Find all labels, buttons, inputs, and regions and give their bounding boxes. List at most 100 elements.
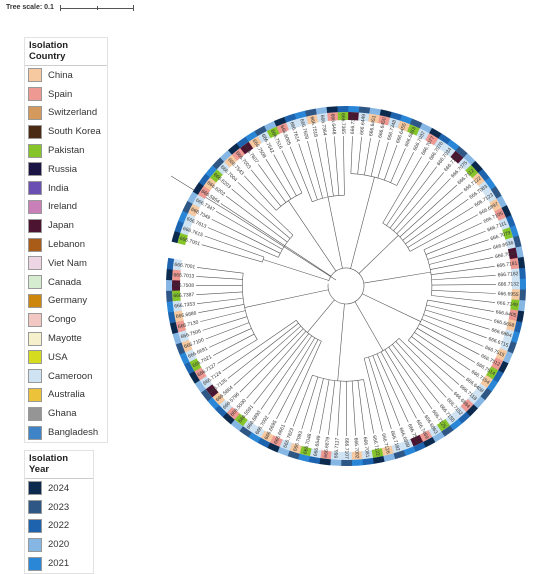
legend-label: Cameroon — [48, 371, 92, 382]
tip-branch — [432, 290, 496, 293]
legend-swatch — [28, 181, 42, 195]
tip-label: 666.7132 — [498, 281, 519, 287]
tip-branch — [417, 328, 475, 362]
legend-swatch — [28, 87, 42, 101]
legend-label: Lebanon — [48, 239, 85, 250]
tip-branch — [328, 381, 334, 435]
tip-branch — [212, 219, 281, 253]
legend-swatch — [28, 557, 42, 571]
legend-item: 2024 — [25, 479, 93, 498]
tip-branch — [221, 203, 285, 245]
legend-swatch — [28, 332, 42, 346]
tip-branch — [209, 328, 251, 347]
tip-branch — [238, 182, 293, 235]
legend-label: Switzerland — [48, 107, 97, 118]
year-ring-segment — [327, 106, 339, 113]
year-ring-segment — [519, 289, 526, 300]
legend-item: Spain — [25, 85, 107, 104]
legend-swatch — [28, 350, 42, 364]
legend-item: USA — [25, 348, 107, 367]
internal-branch — [362, 294, 420, 322]
legend-label: India — [48, 183, 69, 194]
legend-label: Ghana — [48, 408, 77, 419]
legend-label: Japan — [48, 220, 74, 231]
tip-label: 666.7353 — [174, 301, 196, 309]
legend-label: 2021 — [48, 558, 69, 569]
tip-branch — [396, 341, 446, 397]
legend-item: Ghana — [25, 404, 107, 423]
legend-item: China — [25, 66, 107, 85]
tip-branch — [424, 315, 487, 338]
tip-branch — [425, 310, 489, 329]
year-ring-segment — [348, 106, 359, 112]
tip-branch — [429, 248, 491, 264]
tip-branch — [364, 138, 370, 175]
internal-branch — [359, 235, 398, 273]
tip-label: 666.6955 — [498, 291, 519, 298]
legend-swatch — [28, 407, 42, 421]
legend-swatch — [28, 144, 42, 158]
internal-branch — [355, 302, 383, 351]
legend-label: Mayotte — [48, 333, 82, 344]
legend-swatch — [28, 200, 42, 214]
legend-item: 2020 — [25, 535, 93, 554]
tip-branch — [351, 136, 353, 173]
tip-branch — [369, 357, 392, 429]
tip-branch — [385, 350, 424, 414]
tip-branch — [302, 377, 318, 429]
tip-labels: 666.7001666.7615666.7613666.7349666.7347… — [173, 113, 519, 459]
tip-label: 666.7149 — [497, 300, 519, 308]
legend-label: South Korea — [48, 126, 101, 137]
legend-swatch — [28, 275, 42, 289]
legend-swatch — [28, 538, 42, 552]
year-ring-segment — [166, 290, 173, 301]
legend-swatch — [28, 162, 42, 176]
tip-branch — [196, 292, 242, 295]
internal-branch — [338, 304, 345, 381]
legend-item: South Korea — [25, 122, 107, 141]
tip-label: 666.7508 — [173, 283, 194, 289]
tip-branch — [426, 305, 492, 320]
tip-branch — [240, 329, 303, 392]
legend-swatch — [28, 519, 42, 533]
long-branch — [236, 216, 336, 280]
legend-label: China — [48, 70, 73, 81]
legend-item: Canada — [25, 273, 107, 292]
tip-branch — [319, 380, 329, 434]
root-arc — [328, 268, 364, 304]
legend-swatch — [28, 426, 42, 440]
tip-branch — [343, 136, 344, 195]
legend-item: Cameroon — [25, 367, 107, 386]
tip-branch — [391, 148, 406, 182]
internal-branch — [245, 290, 329, 308]
legend-swatch — [28, 125, 42, 139]
internal-branch — [364, 272, 431, 283]
tip-branch — [399, 338, 453, 391]
tip-branch — [432, 284, 496, 285]
legend-label: 2022 — [48, 520, 69, 531]
legend-label: 2024 — [48, 483, 69, 494]
tip-branch — [352, 381, 356, 436]
tip-branch — [334, 136, 339, 195]
legend-label: Russia — [48, 164, 77, 175]
legend-item: 2023 — [25, 498, 93, 517]
tip-branch — [397, 152, 414, 185]
tip-label: 666.7365 — [340, 113, 346, 134]
legend-item: Russia — [25, 160, 107, 179]
tip-branch — [316, 139, 328, 197]
annotation-rings — [166, 106, 526, 466]
tip-branch — [282, 150, 302, 193]
legend-label: 2020 — [48, 539, 69, 550]
tip-branch — [208, 228, 279, 258]
legend-swatch — [28, 68, 42, 82]
tip-branch — [247, 331, 306, 398]
legend-swatch — [28, 238, 42, 252]
year-ring-segment — [359, 106, 371, 113]
year-ring-segment — [337, 106, 348, 112]
internal-branch — [328, 197, 342, 268]
tip-branch — [200, 311, 245, 322]
tip-branch — [198, 304, 244, 312]
legend-item: Switzerland — [25, 104, 107, 123]
